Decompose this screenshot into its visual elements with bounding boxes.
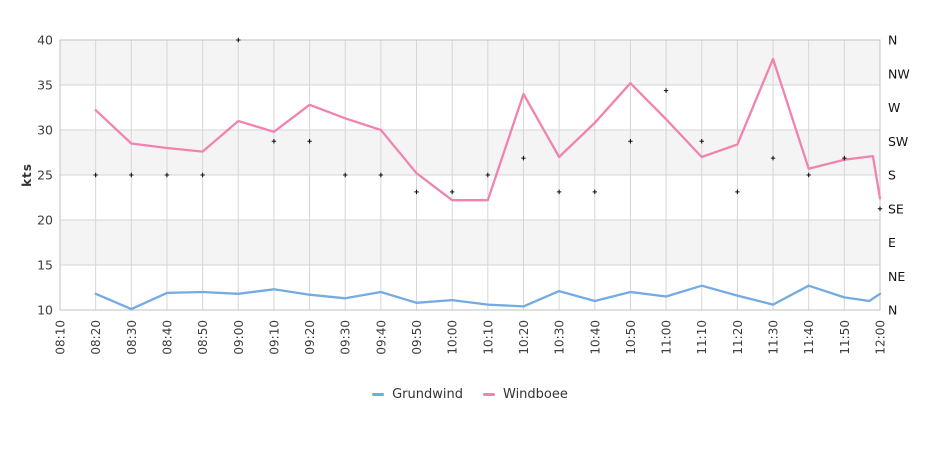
- wind-direction-marker: [93, 172, 98, 178]
- wind-direction-marker: [236, 37, 241, 43]
- wind-direction-marker: [449, 189, 455, 195]
- x-axis-tick-label: 09:40: [374, 320, 388, 355]
- wind-direction-marker: [877, 206, 883, 211]
- x-axis-tick-label: 11:00: [660, 320, 674, 355]
- legend-label-grundwind: Grundwind: [392, 386, 463, 402]
- direction-axis-label: W: [888, 100, 900, 115]
- y-axis-tick-label: 30: [37, 123, 53, 138]
- windboee-line: [94, 57, 882, 202]
- wind-direction-marker: [164, 172, 170, 178]
- direction-axis-label: NW: [888, 66, 910, 81]
- x-axis-tick-label: 12:00: [874, 320, 888, 355]
- direction-axis-label: E: [888, 235, 896, 250]
- y-axis-tick-label: 15: [37, 258, 53, 273]
- x-axis-tick-label: 08:40: [160, 320, 174, 355]
- x-axis-tick-label: 10:00: [446, 320, 460, 355]
- x-axis-tick-label: 11:50: [838, 320, 852, 355]
- x-axis-tick-label: 10:40: [588, 320, 602, 355]
- wind-direction-marker: [556, 189, 562, 195]
- wind-direction-marker: [129, 172, 134, 178]
- wind-direction-marker: [699, 139, 704, 144]
- x-axis-tick-label: 11:20: [731, 320, 745, 355]
- x-axis-tick-label: 09:30: [339, 320, 353, 355]
- wind-direction-marker: [343, 172, 348, 178]
- wind-direction-marker: [592, 189, 597, 195]
- y-axis-tick-label: 20: [37, 213, 53, 228]
- x-axis-tick-label: 10:50: [624, 320, 638, 355]
- wind-direction-marker: [307, 139, 312, 144]
- wind-direction-marker: [414, 189, 419, 195]
- wind-direction-marker: [485, 172, 491, 178]
- direction-axis-label: SW: [888, 134, 908, 149]
- x-axis-tick-label: 10:20: [517, 320, 531, 355]
- y-axis-title: kts: [20, 163, 34, 187]
- wind-direction-marker: [378, 172, 384, 178]
- x-axis-tick-label: 08:30: [125, 320, 139, 355]
- legend-label-windboee: Windboee: [503, 386, 568, 402]
- x-axis-tick-label: 08:20: [89, 320, 103, 355]
- y-axis-tick-label: 40: [37, 33, 53, 48]
- x-axis-tick-label: 11:30: [767, 320, 781, 355]
- windboee-line-swatch: [483, 392, 495, 396]
- wind-direction-marker: [521, 155, 526, 161]
- x-axis-tick-label: 11:10: [695, 320, 709, 355]
- wind-direction-marker: [271, 139, 277, 144]
- direction-axis-label: S: [888, 168, 896, 183]
- chart-legend: Grundwind Windboee: [0, 383, 940, 405]
- x-axis-tick-label: 09:00: [232, 320, 246, 355]
- wind-direction-marker: [806, 172, 811, 178]
- direction-axis-label: N: [888, 33, 897, 48]
- legend-item-grundwind[interactable]: Grundwind: [372, 387, 463, 402]
- wind-direction-marker: [770, 155, 776, 161]
- x-axis-tick-label: 09:20: [303, 320, 317, 355]
- x-axis-tick-label: 09:50: [410, 320, 424, 355]
- plot-band: [60, 130, 880, 175]
- y-axis-tick-label: 35: [37, 78, 53, 93]
- y-axis-tick-label: 10: [37, 303, 53, 318]
- plot-band: [60, 220, 880, 265]
- x-axis-tick-label: 08:50: [196, 320, 210, 355]
- y-axis-tick-label: 25: [37, 168, 53, 183]
- legend-item-windboee[interactable]: Windboee: [483, 387, 568, 402]
- direction-axis-label: N: [888, 303, 897, 318]
- direction-axis-label: SE: [888, 201, 904, 216]
- x-axis-tick-label: 09:10: [267, 320, 281, 355]
- wind-direction-marker: [735, 189, 740, 195]
- wind-direction-marker: [628, 139, 633, 144]
- plot-border: [59, 39, 881, 311]
- direction-axis-label: NE: [888, 269, 905, 284]
- x-axis-tick-label: 11:40: [802, 320, 816, 355]
- grundwind-line: [94, 284, 882, 311]
- grundwind-line-swatch: [372, 392, 385, 396]
- x-axis-tick-label: 10:10: [481, 320, 495, 355]
- x-axis-tick-label: 08:10: [54, 320, 68, 355]
- wind-direction-marker: [663, 88, 669, 93]
- wind-direction-marker: [842, 155, 847, 161]
- wind-direction-marker: [200, 172, 205, 178]
- plot-band: [60, 40, 880, 85]
- x-axis-tick-label: 10:30: [553, 320, 567, 355]
